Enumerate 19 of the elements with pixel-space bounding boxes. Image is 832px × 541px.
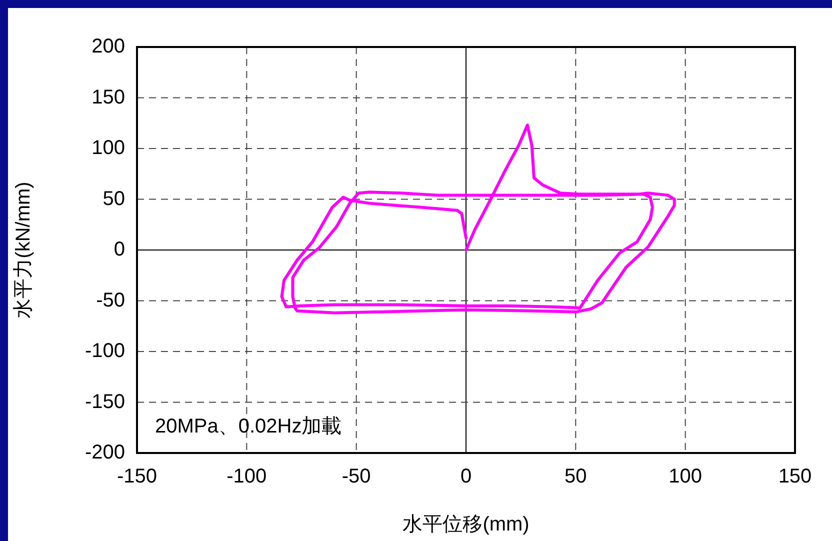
y-tick-label: 150	[92, 86, 125, 108]
y-tick-label: -150	[84, 390, 125, 413]
x-axis-title: 水平位移(mm)	[402, 514, 530, 536]
x-tick-label: 50	[564, 466, 587, 488]
x-tick-label: 150	[778, 466, 812, 488]
x-tick-label: 0	[460, 466, 472, 488]
y-tick-label: 100	[92, 137, 125, 160]
annotation: 20MPa、0.02Hz加載	[155, 416, 342, 438]
x-tick-label: 100	[668, 466, 702, 488]
y-tick-label: 50	[102, 188, 125, 210]
y-tick-label: -200	[84, 442, 125, 464]
x-tick-label: -50	[342, 466, 371, 488]
x-tick-label: -100	[226, 466, 267, 488]
y-tick-label: 0	[114, 238, 125, 261]
x-tick-label: -150	[116, 466, 158, 488]
y-axis-title: 水平力(kN/mm)	[12, 182, 35, 318]
y-tick-label: 200	[92, 36, 125, 58]
y-tick-label: -50	[96, 289, 125, 312]
y-tick-label: -100	[84, 340, 125, 362]
